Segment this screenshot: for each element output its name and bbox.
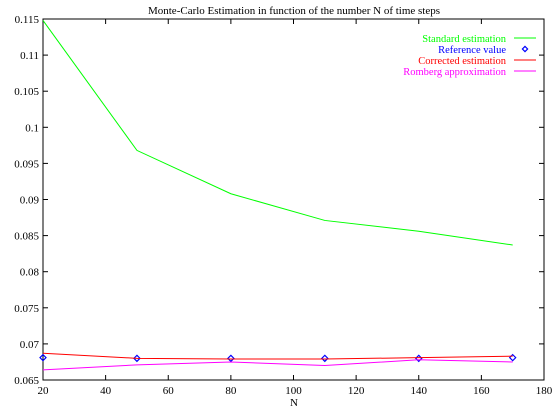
x-axis-title: N bbox=[290, 397, 298, 409]
y-tick-label: 0.085 bbox=[14, 231, 39, 243]
x-tick-label: 100 bbox=[285, 385, 302, 397]
x-tick-label: 80 bbox=[225, 385, 237, 397]
series-point-reference-value bbox=[39, 353, 47, 362]
legend-label-reference-value: Reference value bbox=[438, 45, 506, 56]
series-line-romberg-approximation bbox=[42, 359, 513, 371]
x-tick-label: 60 bbox=[163, 385, 175, 397]
series-point-reference-value bbox=[133, 354, 141, 363]
y-tick-label: 0.08 bbox=[20, 267, 40, 279]
series-line-corrected-estimation bbox=[42, 352, 513, 360]
x-tick-label: 120 bbox=[348, 385, 365, 397]
y-tick-label: 0.09 bbox=[20, 195, 40, 207]
series-point-reference-value bbox=[227, 354, 235, 363]
x-tick-label: 180 bbox=[536, 385, 553, 397]
x-tick-label: 20 bbox=[38, 385, 50, 397]
y-tick-label: 0.065 bbox=[14, 375, 39, 387]
series-point-reference-value bbox=[320, 354, 329, 363]
x-tick-label: 140 bbox=[411, 385, 428, 397]
x-tick-label: 160 bbox=[473, 385, 490, 397]
x-tick-label: 40 bbox=[100, 385, 112, 397]
plot-area: 20 40 60 80 100 120 140 160 180 0.065 0.07 0.075 0.0… bbox=[14, 14, 553, 397]
y-tick-label: 0.115 bbox=[15, 14, 40, 26]
legend-swatch-reference-value bbox=[521, 45, 529, 53]
chart-title: Monte-Carlo Estimation in function of th… bbox=[148, 5, 440, 17]
y-tick-label: 0.075 bbox=[14, 303, 39, 315]
y-tick-label: 0.11 bbox=[20, 50, 39, 62]
series-point-reference-value bbox=[414, 354, 423, 363]
y-tick-label: 0.095 bbox=[14, 158, 39, 170]
series-line-standard-estimation bbox=[42, 20, 513, 246]
y-tick-label: 0.07 bbox=[20, 339, 40, 351]
series-point-reference-value bbox=[508, 353, 517, 362]
y-tick-label: 0.1 bbox=[25, 122, 39, 134]
y-tick-label: 0.105 bbox=[14, 86, 39, 98]
legend-label-standard-estimation: Standard estimation bbox=[422, 34, 506, 45]
legend-label-romberg-approximation: Romberg approximation bbox=[403, 67, 506, 78]
legend-label-corrected-estimation: Corrected estimation bbox=[418, 56, 507, 67]
